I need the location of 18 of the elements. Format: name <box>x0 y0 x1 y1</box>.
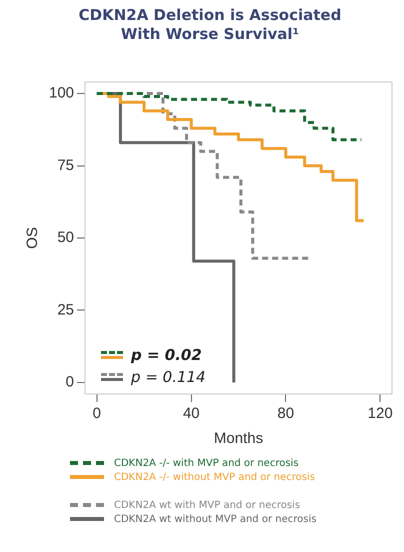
annotation: p = 0.114 <box>130 368 206 386</box>
legend-label: CDKN2A -/- with MVP and or necrosis <box>114 458 299 468</box>
y-tick-label: 50 <box>57 229 74 246</box>
legend-label: CDKN2A -/- without MVP and or necrosis <box>114 472 315 482</box>
y-tick-label: 75 <box>57 156 74 174</box>
x-axis-title: Months <box>214 430 264 448</box>
y-axis-title: OS <box>24 227 42 249</box>
y-tick-label: 25 <box>57 301 74 318</box>
x-tick-label: 80 <box>277 405 294 422</box>
legend-label: CDKN2A wt without MVP and or necrosis <box>114 514 316 524</box>
annotation: p = 0.02 <box>130 346 202 364</box>
x-tick-label: 120 <box>368 405 393 422</box>
y-tick-label: 0 <box>66 374 74 391</box>
legend-label: CDKN2A wt with MVP and or necrosis <box>114 500 300 510</box>
y-tick-label: 100 <box>48 84 74 102</box>
x-tick-label: 40 <box>182 405 200 422</box>
x-tick-label: 0 <box>92 405 102 422</box>
chart-title: CDKN2A Deletion is Associated With Worse Survival¹ <box>78 6 342 44</box>
